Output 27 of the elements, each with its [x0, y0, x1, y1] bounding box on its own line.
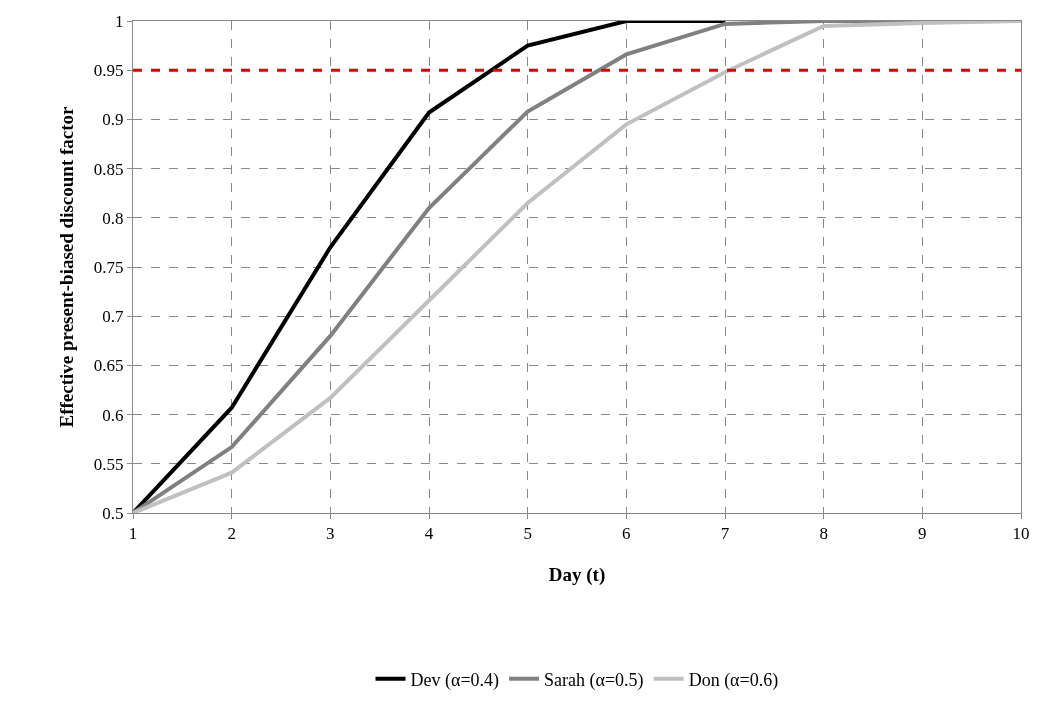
- y-tick-label: 0.7: [102, 307, 125, 327]
- legend-label: Sarah (α=0.5): [544, 669, 644, 691]
- y-tick-label: 0.75: [93, 257, 124, 277]
- x-tick-label: 6: [622, 524, 631, 544]
- x-tick-label: 8: [819, 524, 828, 544]
- y-tick-label: 0.65: [93, 356, 124, 376]
- x-tick-label: 4: [424, 524, 434, 544]
- y-tick-label: 0.95: [93, 61, 124, 81]
- y-tick-label: 0.8: [102, 208, 124, 228]
- y-tick-label: 1: [115, 11, 124, 31]
- x-tick-label: 3: [326, 524, 335, 544]
- y-tick-label: 0.6: [102, 405, 124, 425]
- legend-label: Dev (α=0.4): [410, 669, 500, 691]
- x-tick-label: 9: [918, 524, 927, 544]
- y-tick-label: 0.55: [93, 454, 124, 474]
- x-tick-label: 10: [1012, 524, 1030, 544]
- y-axis-title: Effective present-biased discount factor: [55, 105, 77, 428]
- line-series: [133, 21, 727, 513]
- x-tick-label: 2: [227, 524, 236, 544]
- x-tick-label: 5: [523, 524, 532, 544]
- y-tick-label: 0.85: [93, 159, 124, 179]
- x-tick-label: 7: [720, 524, 730, 544]
- y-tick-label: 0.9: [102, 110, 124, 130]
- x-axis-title: Day (t): [548, 564, 606, 587]
- legend-label: Don (α=0.6): [688, 669, 779, 691]
- y-tick-label: 0.5: [102, 503, 124, 523]
- x-tick-label: 1: [128, 524, 138, 544]
